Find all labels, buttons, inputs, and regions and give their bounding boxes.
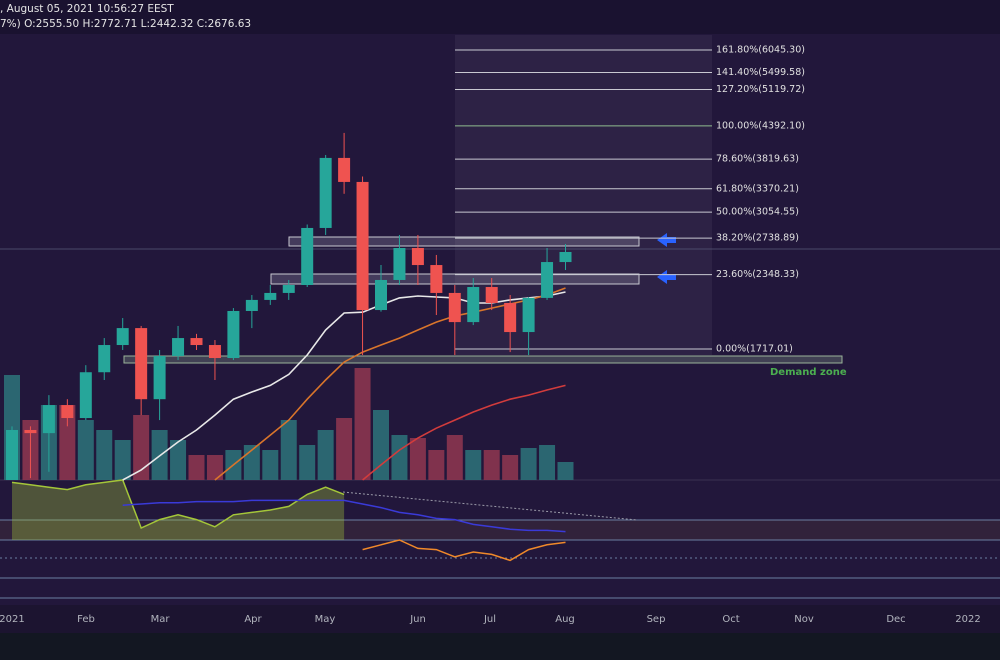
candle-body bbox=[153, 356, 166, 400]
candle-body bbox=[485, 287, 498, 303]
candle-body bbox=[24, 429, 37, 434]
candle-body bbox=[541, 262, 554, 298]
volume-bar bbox=[446, 435, 463, 480]
volume-bar bbox=[354, 368, 371, 480]
fib-label: 0.00%(1717.01) bbox=[716, 344, 793, 355]
volume-bar bbox=[465, 450, 482, 480]
x-tick-label: Nov bbox=[794, 614, 814, 625]
fib-label: 141.40%(5499.58) bbox=[716, 67, 805, 78]
fib-label: 61.80%(3370.21) bbox=[716, 183, 799, 194]
candle-body bbox=[375, 279, 387, 311]
candle-body bbox=[319, 157, 332, 228]
footer bbox=[0, 633, 1000, 660]
arrow bbox=[657, 233, 676, 247]
candle-body bbox=[301, 227, 314, 285]
fib-label: 127.20%(5119.72) bbox=[716, 84, 805, 95]
candle-body bbox=[282, 284, 295, 293]
candle-body bbox=[448, 292, 461, 323]
volume-bar bbox=[170, 440, 187, 480]
x-tick-label: Aug bbox=[555, 614, 575, 625]
candle-body bbox=[190, 338, 203, 346]
volume-bar bbox=[409, 438, 426, 480]
candle-body bbox=[6, 429, 18, 481]
volume-bar bbox=[428, 450, 445, 480]
osc-band bbox=[0, 520, 1000, 540]
fib-label: 23.60%(2348.33) bbox=[716, 269, 799, 280]
moving-average bbox=[362, 384, 566, 481]
fib-label: 78.60%(3819.63) bbox=[716, 154, 799, 165]
volume-bar bbox=[96, 430, 113, 480]
volume-bar bbox=[262, 450, 279, 480]
candle-body bbox=[135, 328, 148, 400]
volume-bar bbox=[317, 430, 334, 480]
osc-line bbox=[362, 539, 566, 562]
candle-body bbox=[356, 181, 369, 311]
osc-line bbox=[11, 479, 345, 530]
volume-bar bbox=[520, 448, 537, 480]
candle-body bbox=[467, 287, 480, 323]
candle-body bbox=[504, 302, 517, 333]
candle-body bbox=[411, 247, 424, 266]
candle-body bbox=[264, 292, 277, 300]
x-tick-label: Mar bbox=[151, 614, 171, 625]
volume-bar bbox=[188, 455, 205, 480]
header-date: , August 05, 2021 10:56:27 EEST bbox=[0, 3, 174, 15]
candle-body bbox=[61, 405, 74, 419]
support-zone bbox=[270, 273, 640, 285]
volume-bar bbox=[539, 445, 556, 480]
volume-bar bbox=[391, 435, 408, 480]
fib-label: 100.00%(4392.10) bbox=[716, 120, 805, 131]
volume-bar bbox=[483, 450, 500, 480]
fib-label: 161.80%(6045.30) bbox=[716, 45, 805, 56]
osc-area bbox=[12, 480, 345, 540]
candle-body bbox=[245, 299, 258, 311]
x-tick-label: Jun bbox=[409, 614, 426, 625]
volume-bar bbox=[299, 445, 316, 480]
x-tick-label: Sep bbox=[647, 614, 666, 625]
fib-label: 38.20%(2738.89) bbox=[716, 233, 799, 244]
x-tick-label: 2022 bbox=[955, 614, 980, 625]
volume-bar bbox=[133, 415, 150, 480]
arrow bbox=[657, 270, 676, 284]
volume-bar bbox=[77, 420, 94, 480]
candle-body bbox=[393, 247, 406, 280]
candle-body bbox=[338, 157, 351, 182]
candle-body bbox=[227, 310, 240, 359]
volume-bar bbox=[557, 462, 574, 480]
volume-bar bbox=[502, 455, 519, 480]
x-tick-label: Dec bbox=[886, 614, 905, 625]
volume-bar bbox=[336, 418, 353, 480]
demand-zone bbox=[123, 355, 843, 364]
x-tick-label: Apr bbox=[244, 614, 262, 625]
volume-bar bbox=[59, 405, 76, 480]
volume-bar bbox=[280, 420, 297, 480]
candle-body bbox=[559, 251, 572, 263]
x-tick-label: 2021 bbox=[0, 614, 25, 625]
resistance-zone bbox=[288, 236, 640, 247]
candle-body bbox=[98, 345, 111, 373]
trend-line bbox=[342, 491, 638, 521]
x-tick-label: Oct bbox=[722, 614, 739, 625]
volume-bar bbox=[114, 440, 131, 480]
candle-body bbox=[172, 338, 185, 357]
x-tick-label: May bbox=[315, 614, 336, 625]
time-axis bbox=[0, 605, 1000, 633]
x-tick-label: Jul bbox=[483, 614, 496, 625]
candle-body bbox=[116, 328, 129, 346]
x-tick-label: Feb bbox=[77, 614, 95, 625]
candle-body bbox=[42, 405, 55, 434]
fib-label: 50.00%(3054.55) bbox=[716, 207, 799, 218]
osc-line bbox=[122, 499, 566, 533]
demand-zone-label: Demand zone bbox=[770, 367, 847, 378]
header-ohlc: 7%) O:2555.50 H:2772.71 L:2442.32 C:2676… bbox=[0, 18, 251, 30]
candle-body bbox=[79, 372, 92, 419]
candle-body bbox=[208, 345, 221, 359]
header-bar bbox=[0, 0, 1000, 34]
candle-body bbox=[522, 297, 535, 333]
candle-body bbox=[430, 265, 443, 293]
volume-bar bbox=[206, 455, 223, 480]
